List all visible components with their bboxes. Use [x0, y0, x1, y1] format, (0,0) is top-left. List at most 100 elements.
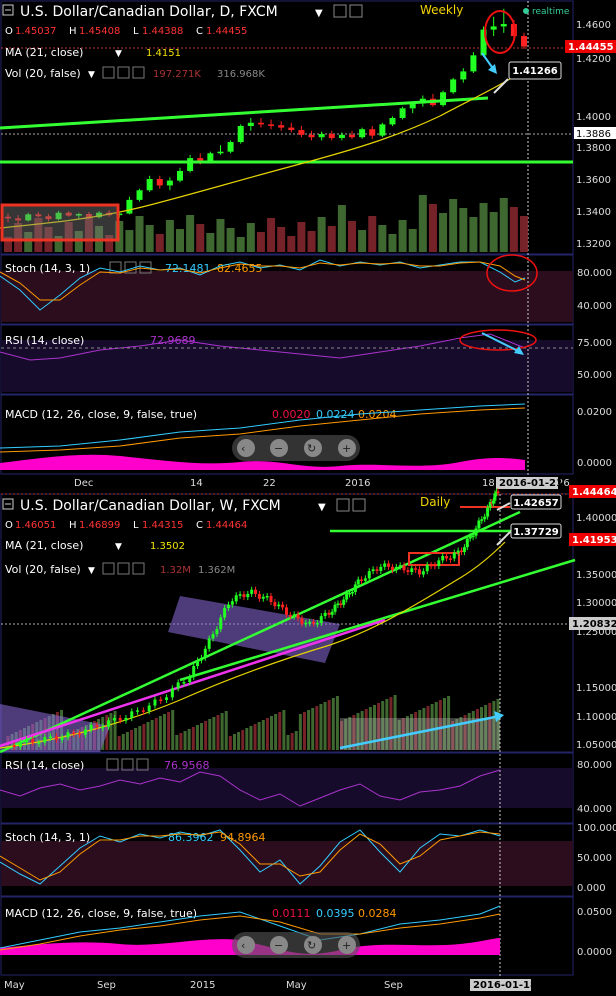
svg-text:▼: ▼	[88, 70, 95, 80]
candle	[101, 726, 105, 729]
candle	[156, 179, 163, 186]
volume-bar	[393, 695, 397, 750]
candle	[394, 566, 398, 571]
svg-text:1.05000: 1.05000	[576, 740, 616, 751]
volume-bar	[364, 709, 368, 750]
svg-text:O: O	[5, 520, 13, 531]
svg-text:−: −	[274, 442, 283, 455]
top-macd-hist-area	[0, 454, 525, 470]
svg-text:L: L	[133, 26, 139, 37]
volume-bar	[200, 723, 204, 750]
svg-text:‹: ‹	[241, 939, 245, 952]
candle	[292, 614, 296, 617]
volume-bar	[315, 706, 319, 750]
volume-bar	[520, 216, 528, 252]
volume-bar	[331, 698, 335, 750]
volume-bar	[146, 722, 150, 750]
svg-text:↻: ↻	[307, 939, 316, 952]
candle	[336, 603, 340, 605]
volume-bar	[186, 215, 195, 252]
candle	[421, 571, 425, 575]
candle	[402, 565, 406, 571]
candle	[261, 596, 265, 599]
svg-text:50.000: 50.000	[577, 853, 612, 864]
volume-bar	[385, 699, 389, 750]
volume-bar	[286, 735, 290, 750]
volume-bar	[434, 702, 438, 750]
candle	[375, 569, 379, 571]
candle	[474, 528, 478, 536]
volume-bar	[278, 712, 282, 750]
candle	[304, 622, 308, 625]
candle	[257, 122, 264, 125]
candle	[31, 739, 35, 743]
volume-bar	[135, 216, 144, 252]
volume-bar	[337, 205, 346, 252]
candle	[448, 558, 452, 560]
candle	[18, 742, 22, 748]
volume-bar	[388, 234, 397, 252]
svg-text:18: 18	[482, 478, 495, 489]
candle	[65, 212, 72, 216]
candle	[486, 507, 490, 517]
top-title-caret[interactable]: ▼	[315, 8, 323, 19]
bottom-date-marker: 2016-01-18	[473, 980, 537, 991]
candle	[45, 216, 52, 220]
svg-text:1.3200: 1.3200	[576, 239, 611, 250]
bottom-magenta-line	[0, 618, 386, 748]
candle	[284, 607, 288, 615]
candle	[339, 603, 343, 605]
volume-bar	[145, 225, 154, 252]
bottom-nav-controls[interactable]: ‹ − ↻ +	[232, 932, 360, 958]
candle	[356, 579, 360, 585]
top-settings-btn[interactable]	[333, 4, 347, 18]
candle	[488, 502, 492, 508]
candle	[257, 593, 261, 599]
volume-bar	[154, 718, 158, 750]
candle	[153, 699, 157, 706]
volume-bar	[368, 707, 372, 750]
svg-text:1.44455: 1.44455	[568, 42, 614, 53]
candle	[349, 134, 355, 138]
volume-bar	[496, 699, 500, 750]
volume-bar	[195, 725, 199, 750]
bottom-callout-2	[510, 523, 562, 539]
svg-text:0.0200: 0.0200	[577, 407, 612, 418]
candle	[75, 214, 82, 216]
volume-bar	[84, 217, 93, 252]
volume-bar	[469, 217, 478, 252]
candle	[182, 682, 186, 684]
candle	[238, 594, 242, 596]
volume-bar	[224, 711, 228, 750]
bottom-price-tag-3: 1.20832	[572, 619, 616, 630]
candle	[367, 571, 371, 579]
volume-bar	[228, 736, 232, 750]
volume-bar	[171, 710, 175, 750]
candle	[124, 717, 128, 721]
svg-text:1.3400: 1.3400	[576, 207, 611, 218]
candle	[308, 134, 315, 138]
volume-bar	[191, 727, 195, 750]
volume-bar	[372, 705, 376, 750]
top-close: 1.44455	[206, 26, 247, 37]
volume-bar	[480, 707, 484, 750]
candle	[441, 555, 445, 561]
candle	[399, 108, 406, 118]
svg-text:1.3886: 1.3886	[576, 129, 611, 140]
candle	[480, 519, 484, 521]
candle	[227, 142, 234, 152]
bottom-rsi-band	[1, 768, 573, 808]
top-rsi-value: 72.9689	[150, 334, 196, 347]
candle	[35, 214, 42, 217]
volume-bar	[277, 227, 286, 252]
top-nav-controls[interactable]: ‹ − ↻ +	[232, 435, 360, 461]
candle	[217, 151, 224, 154]
volume-bar	[455, 719, 459, 750]
bottom-low: 1.44315	[142, 520, 183, 531]
candle	[296, 614, 300, 619]
bottom-title-caret[interactable]: ▼	[318, 502, 326, 513]
bottom-ma-value: 1.3502	[150, 541, 185, 552]
top-close-btn[interactable]	[349, 4, 363, 18]
volume-bar	[348, 717, 352, 750]
volume-bar	[459, 717, 463, 750]
